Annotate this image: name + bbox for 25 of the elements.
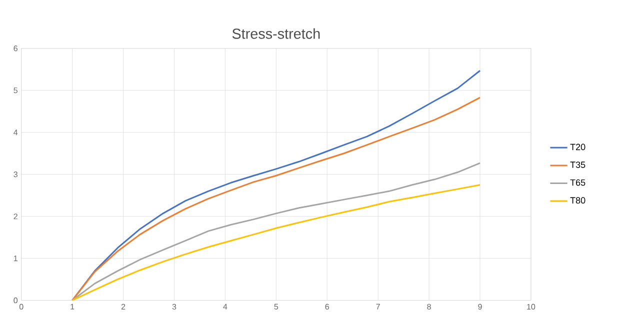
x-tick-label: 5 — [274, 304, 278, 310]
x-tick-label: 6 — [325, 304, 329, 310]
chart-title: Stress-stretch — [232, 28, 320, 39]
legend-label: T80 — [570, 197, 586, 204]
x-tick-label: 8 — [427, 304, 431, 310]
y-tick-label: 1 — [14, 256, 18, 262]
x-tick-label: 3 — [172, 304, 176, 310]
y-tick-label: 5 — [14, 88, 18, 94]
x-tick-label: 10 — [527, 304, 536, 310]
x-tick-label: 4 — [223, 304, 228, 310]
y-tick-label: 6 — [14, 46, 18, 52]
line-series — [72, 162, 481, 300]
x-tick-label: 9 — [478, 304, 482, 310]
legend-label: T20 — [570, 144, 586, 150]
legend-label: T65 — [570, 180, 586, 186]
y-tick-label: 2 — [14, 214, 18, 220]
line-series — [72, 184, 481, 300]
x-tick-label: 1 — [70, 304, 74, 310]
legend-label: T35 — [570, 162, 586, 168]
y-tick-label: 4 — [14, 130, 18, 136]
x-tick-label: 7 — [376, 304, 380, 310]
x-tick-label: 2 — [121, 304, 126, 310]
y-tick-label: 0 — [14, 298, 18, 304]
y-tick-label: 3 — [14, 172, 18, 178]
x-tick-label: 0 — [19, 304, 24, 310]
